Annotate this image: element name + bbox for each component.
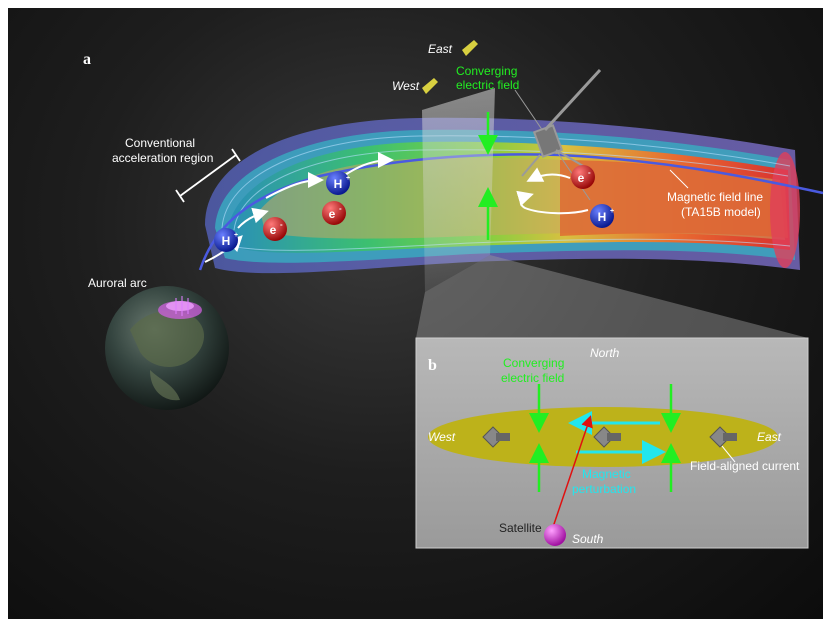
east-label-a: East — [428, 42, 453, 56]
svg-text:e: e — [578, 171, 585, 185]
panel-a-label: a — [83, 51, 91, 68]
fac-satellite — [482, 426, 510, 448]
electron: e - — [571, 165, 595, 189]
panel-b-label: b — [428, 357, 437, 374]
svg-text:-: - — [339, 204, 342, 213]
svg-text:-: - — [280, 220, 283, 229]
south-label: South — [572, 532, 604, 546]
svg-text:H: H — [334, 177, 343, 191]
magnetic-label-2: perturbation — [572, 482, 636, 496]
satellite-label: Satellite — [499, 521, 542, 535]
svg-text:+: + — [610, 208, 614, 215]
converging-field-b — [529, 384, 681, 492]
satellite-b — [544, 524, 566, 546]
svg-text:+: + — [234, 232, 238, 239]
converging-label-a-2: electric field — [456, 78, 519, 92]
field-line-label-1: Magnetic field line — [667, 190, 763, 204]
converging-label-b-1: Converging — [503, 356, 564, 370]
west-label-b: West — [428, 430, 456, 444]
field-line-leader — [669, 169, 689, 189]
auroral-arc-label: Auroral arc — [88, 276, 147, 290]
proton: H + — [214, 228, 238, 252]
fac-satellite — [593, 426, 621, 448]
svg-text:H: H — [222, 234, 231, 248]
svg-text:-: - — [588, 168, 591, 177]
field-line-label-2: (TA15B model) — [681, 205, 761, 219]
projection — [416, 255, 808, 338]
satellite-a — [514, 68, 602, 201]
proton: H + — [590, 204, 614, 228]
north-label: North — [590, 346, 620, 360]
electron: e - — [322, 201, 346, 225]
fac-label: Field-aligned current — [690, 459, 800, 473]
electron: e - — [263, 217, 287, 241]
conventional-label-1: Conventional — [125, 136, 195, 150]
svg-text:H: H — [598, 210, 607, 224]
fac-satellite — [709, 426, 737, 448]
earth — [105, 286, 229, 410]
satellite-track — [551, 415, 593, 531]
converging-label-a-1: Converging — [456, 64, 517, 78]
west-label-a: West — [392, 79, 420, 93]
svg-text:e: e — [270, 223, 277, 237]
converging-label-b-2: electric field — [501, 371, 564, 385]
svg-text:e: e — [329, 207, 336, 221]
direction-indicator — [422, 40, 478, 94]
conventional-label-2: acceleration region — [112, 151, 213, 165]
svg-text:+: + — [346, 175, 350, 182]
acceleration-bracket — [175, 148, 241, 203]
cut-plane — [422, 88, 495, 292]
fac-leader — [721, 445, 736, 463]
proton: H + — [326, 171, 350, 195]
magnetic-label-1: Magnetic — [582, 467, 631, 481]
east-label-b: East — [757, 430, 782, 444]
